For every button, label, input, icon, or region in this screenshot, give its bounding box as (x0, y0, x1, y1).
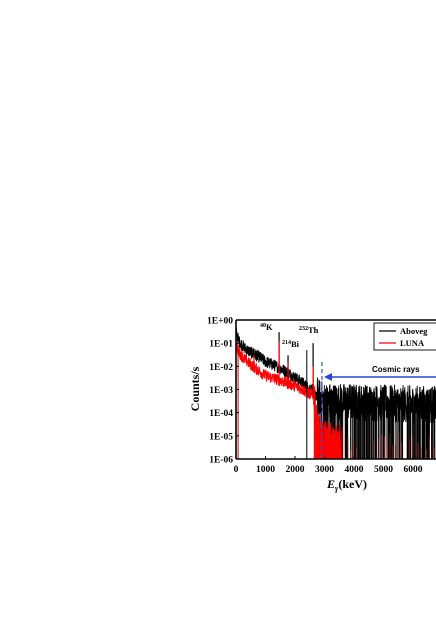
annotation-k40: 40K (260, 322, 273, 332)
y-tick-label: 1E-06 (209, 456, 233, 466)
legend: Aboveg LUNA (373, 322, 436, 351)
legend-label-luna: LUNA (400, 338, 425, 348)
legend-box (373, 322, 436, 351)
annotation-k40-mass: 40 (260, 323, 266, 329)
x-axis-subscript: γ (335, 484, 339, 493)
annotation-bi214-mass: 214 (282, 340, 291, 346)
y-tick-label: 1E-04 (209, 409, 233, 419)
series-line-aboveg (236, 328, 436, 424)
ticks-layer: 010002000300040005000600071E+001E-011E-0… (207, 317, 423, 476)
x-tick-label: 1000 (256, 465, 275, 475)
annotation-th232-mass: 232 (299, 326, 308, 332)
annotation-th232: 232Th (299, 325, 319, 335)
y-tick-label: 1E-05 (209, 432, 233, 442)
cosmic-rays-label: Cosmic rays (372, 365, 420, 374)
x-axis-unit: (keV) (338, 477, 367, 491)
y-tick-label: 1E+00 (207, 317, 233, 327)
annotation-th232-element: Th (308, 325, 319, 335)
x-tick-label: 2000 (286, 465, 305, 475)
y-tick-label: 1E-03 (209, 386, 233, 396)
y-axis-title: Counts/s (188, 366, 202, 411)
y-tick-label: 1E-01 (209, 340, 233, 350)
cosmic-rays-arrowhead (324, 373, 332, 381)
y-tick-label: 1E-02 (209, 363, 233, 373)
data-layer (236, 328, 436, 459)
legend-label-aboveg: Aboveg (400, 326, 428, 336)
annotation-k40-element: K (266, 322, 273, 332)
x-axis-symbol: E (326, 477, 335, 491)
x-tick-label: 3000 (315, 465, 334, 475)
x-tick-label: 6000 (404, 465, 423, 475)
x-tick-label: 0 (234, 465, 239, 475)
y-axis-label: Counts/s (188, 366, 202, 411)
x-axis-title: Eγ(keV) (326, 477, 367, 493)
x-tick-label: 4000 (345, 465, 364, 475)
x-tick-label: 5000 (374, 465, 393, 475)
annotation-bi214: 214Bi (282, 339, 300, 349)
annotation-bi214-element: Bi (291, 339, 300, 349)
